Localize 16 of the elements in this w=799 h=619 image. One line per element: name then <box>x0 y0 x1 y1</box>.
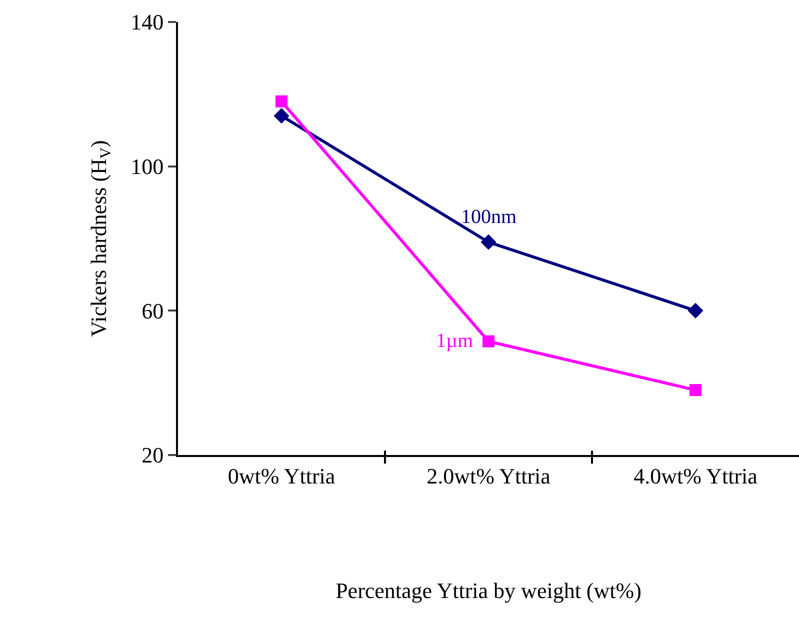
point <box>480 234 496 250</box>
point <box>276 95 288 108</box>
y-tick-label: 100 <box>130 154 164 180</box>
series-label: 100nm <box>461 206 517 228</box>
x-tick-label: 4.0wt% Yttria <box>634 463 758 488</box>
point <box>690 384 702 396</box>
y-tick-label: 20 <box>142 442 164 468</box>
x-tick-label: 0wt% Yttria <box>228 463 336 488</box>
series-label: 1µm <box>436 330 474 352</box>
point <box>482 335 494 348</box>
y-tick-label: 140 <box>130 10 164 35</box>
point <box>688 302 704 318</box>
x-tick-label: 2.0wt% Yttria <box>426 463 551 488</box>
x-axis-title: Percentage Yttria by weight (wt%) <box>336 578 642 603</box>
y-tick-label: 60 <box>142 298 164 324</box>
point <box>274 108 290 124</box>
